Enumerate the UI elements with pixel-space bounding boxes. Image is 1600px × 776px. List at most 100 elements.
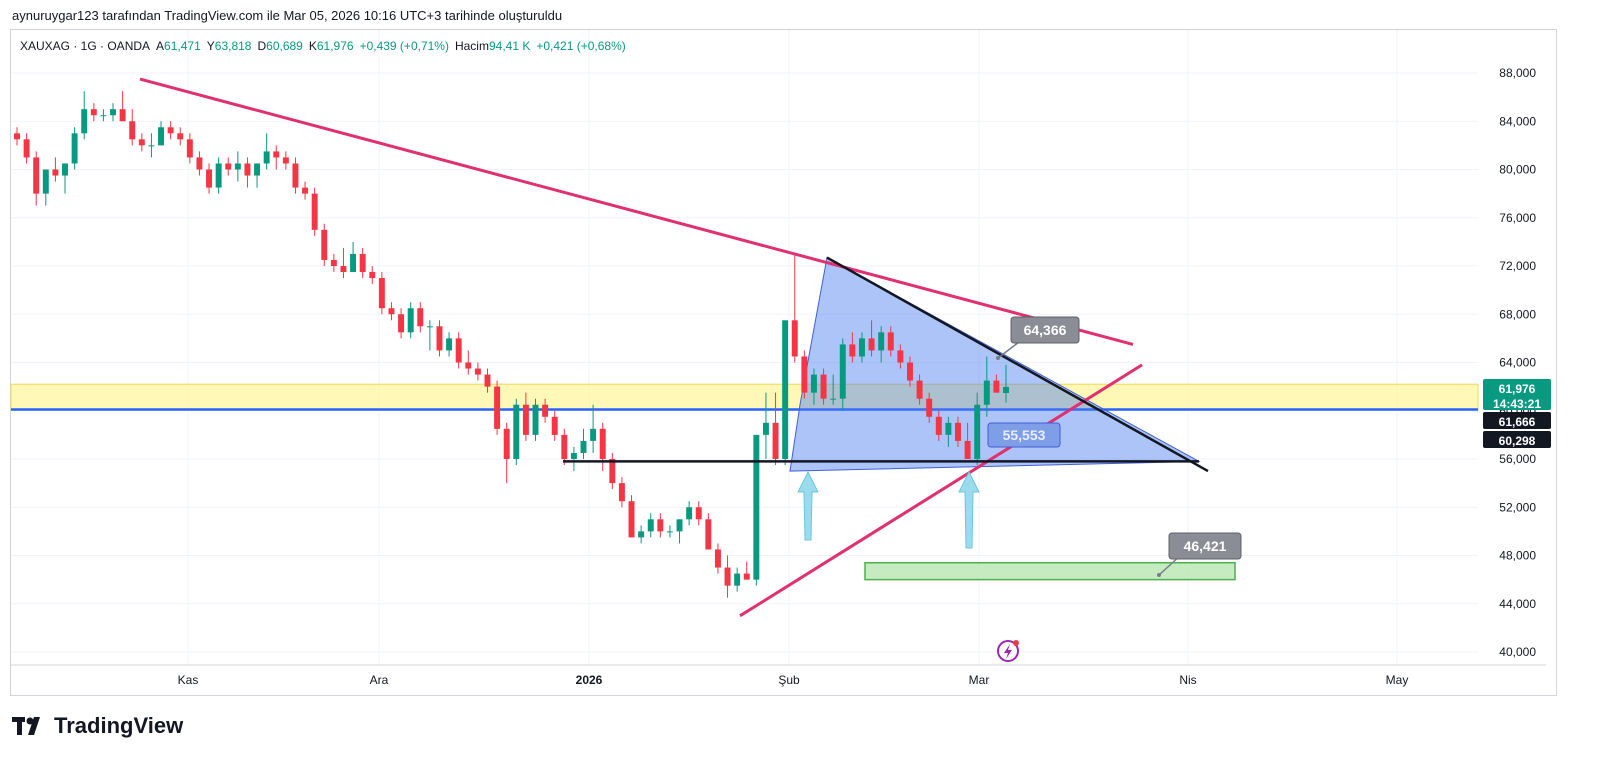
price-tag-current-sub: 14:43:21 [1493,397,1541,411]
drawings: 64,366 46,421 55,553 [139,77,1242,662]
candle-body [167,127,174,134]
candle-body [263,151,270,164]
x-tick-label: May [1386,673,1409,687]
callout-64366: 64,366 [1024,322,1067,338]
candle-body [964,440,971,459]
candle-body [71,133,78,164]
volume-label: Hacim [454,39,489,53]
candle-body [503,428,510,459]
candle-body [244,163,251,176]
chart-caption: aynuruygar123 tarafından TradingView.com… [12,8,563,23]
tradingview-logo[interactable]: TradingView [12,713,183,739]
candle-body [148,145,155,147]
y-tick-label: 40,000 [1499,645,1536,659]
candle-body [33,157,40,194]
volume-change: +0,421 (+0,68%) [536,39,626,53]
logo-text: TradingView [54,713,184,738]
candle-body [897,350,904,363]
close-value: 61,976 [316,39,354,53]
candle-body [1003,386,1009,394]
open-label: A [156,39,165,53]
y-tick-label: 80,000 [1499,163,1536,177]
candle-body [42,169,49,194]
y-tick-label: 68,000 [1499,307,1536,321]
candle-body [705,519,712,550]
y-tick-label: 52,000 [1499,500,1536,514]
candle-body [407,308,414,333]
y-tick-label: 56,000 [1499,452,1536,466]
lightning-icon-dot [1013,640,1019,646]
candle-body [945,422,952,435]
x-tick-label: Kas [178,673,199,687]
candle-body [465,362,472,369]
candle-body [993,380,1000,393]
candle-body [599,428,606,459]
price-tag-level-1: 61,666 [1499,415,1536,429]
candle-body [858,338,865,357]
candle-body [302,187,309,194]
candle-body [446,338,453,351]
y-tick-label: 88,000 [1499,66,1536,80]
price-tag-current-box [1483,379,1551,410]
candle-body [734,573,741,586]
y-tick-label: 48,000 [1499,549,1536,563]
candle-body [513,404,520,459]
up-arrow-2 [958,470,980,549]
candle-body [570,452,577,459]
candle-body [311,193,318,230]
candle-body [100,115,107,117]
descending-trendline [139,77,1134,346]
open-value: 61,471 [164,39,201,53]
callout-64366-box [1010,316,1080,344]
candle-body [206,169,213,188]
candle-body [868,338,875,351]
candle-body [522,404,529,435]
candle-body [753,434,760,580]
x-tick-label: Mar [969,673,990,687]
candle-body [916,380,923,399]
x-tick-label: 2026 [576,673,603,687]
candle-body [119,109,126,122]
chart-frame[interactable] [10,29,1557,696]
candle-body [484,374,491,387]
candle-body [359,253,366,273]
y-tick-label: 84,000 [1499,114,1536,128]
candle-body [580,440,587,453]
candle-body [62,163,68,176]
y-tick-label: 64,000 [1499,356,1536,370]
up-arrow-1 [797,470,819,541]
candle-body [935,416,942,435]
candle-body [676,519,683,532]
ascending-trendline [739,363,1143,618]
candle-body [590,428,597,441]
candle-body [666,531,673,533]
candle-body [686,507,693,520]
candle-body [350,253,357,273]
candle-body [52,169,59,176]
candle-body [801,356,808,393]
lightning-icon [997,640,1019,662]
candle-body [647,519,654,532]
change-value: +0,439 (+0,71%) [359,39,449,53]
candle-body [129,121,136,140]
x-tick-label: Şub [778,673,800,687]
x-tick-label: Nis [1179,673,1196,687]
candle-body [138,139,145,146]
candle-body [743,573,750,580]
price-tag-level-2: 60,298 [1499,434,1536,448]
target-zone [864,561,1236,581]
candle-body [321,229,328,260]
symbol-label[interactable]: XAUXAG · 1G · OANDA [20,39,151,53]
candle-body [398,314,405,333]
candle-body [254,163,261,176]
candle-body [282,157,289,164]
candle-body [907,362,913,381]
candle-body [215,163,222,188]
candle-body [388,308,395,315]
candle-body [878,332,885,351]
candle-body [561,434,568,459]
candle-body [90,109,97,116]
candle-body [772,422,779,459]
